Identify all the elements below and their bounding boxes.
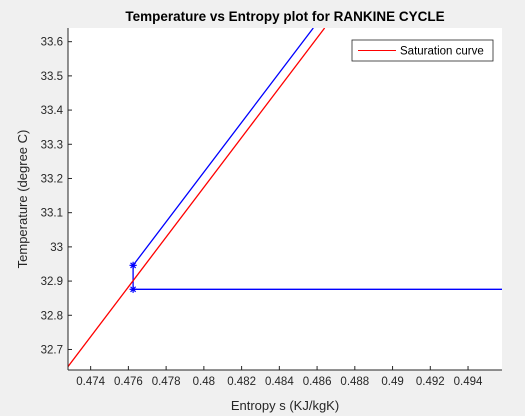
x-tick-label: 0.482 [227, 376, 256, 388]
y-tick-label: 32.9 [41, 276, 63, 288]
y-tick-label: 33.1 [41, 208, 63, 220]
axes [67, 28, 502, 371]
series-line-cycle [132, 28, 502, 290]
x-tick-label: 0.476 [114, 376, 143, 388]
x-tick-label: 0.48 [193, 376, 215, 388]
y-tick-label: 33.2 [41, 173, 63, 185]
x-tick-label: 0.486 [303, 376, 332, 388]
x-axis-label: Entropy s (KJ/kgK) [231, 398, 339, 413]
legend-box [351, 39, 494, 62]
y-tick-label: 33.5 [41, 71, 63, 83]
chart-title: Temperature vs Entropy plot for RANKINE … [125, 9, 444, 24]
data-point-marker [129, 285, 137, 293]
y-ticks: 32.7 32.8 32.9 33 33.1 33.2 33.3 33.4 33.5 33.6 [41, 37, 72, 356]
y-tick-label: 32.7 [41, 344, 63, 356]
x-tick-label: 0.478 [152, 376, 181, 388]
x-tick-label: 0.49 [381, 376, 403, 388]
x-tick-label: 0.474 [76, 376, 105, 388]
series-layer [68, 28, 502, 367]
x-tick-label: 0.494 [454, 376, 483, 388]
series-line-saturation-curve [68, 28, 326, 367]
data-point-marker [129, 261, 137, 269]
y-tick-label: 33 [50, 242, 63, 254]
plot-area [68, 28, 502, 370]
x-tick-label: 0.488 [340, 376, 369, 388]
legend: Saturation curve [351, 39, 494, 62]
y-tick-label: 32.8 [41, 310, 63, 322]
y-axis-label: Temperature (degree C) [15, 130, 30, 269]
y-tick-label: 33.6 [41, 37, 63, 49]
x-tick-label: 0.492 [416, 376, 445, 388]
y-tick-label: 33.4 [41, 105, 64, 117]
x-ticks: 0.474 0.476 0.478 0.48 0.482 0.484 0.486 0.488 0… [76, 366, 483, 388]
y-tick-label: 33.3 [41, 139, 63, 151]
legend-label-saturation-curve: Saturation curve [400, 46, 484, 58]
x-tick-label: 0.484 [265, 376, 294, 388]
